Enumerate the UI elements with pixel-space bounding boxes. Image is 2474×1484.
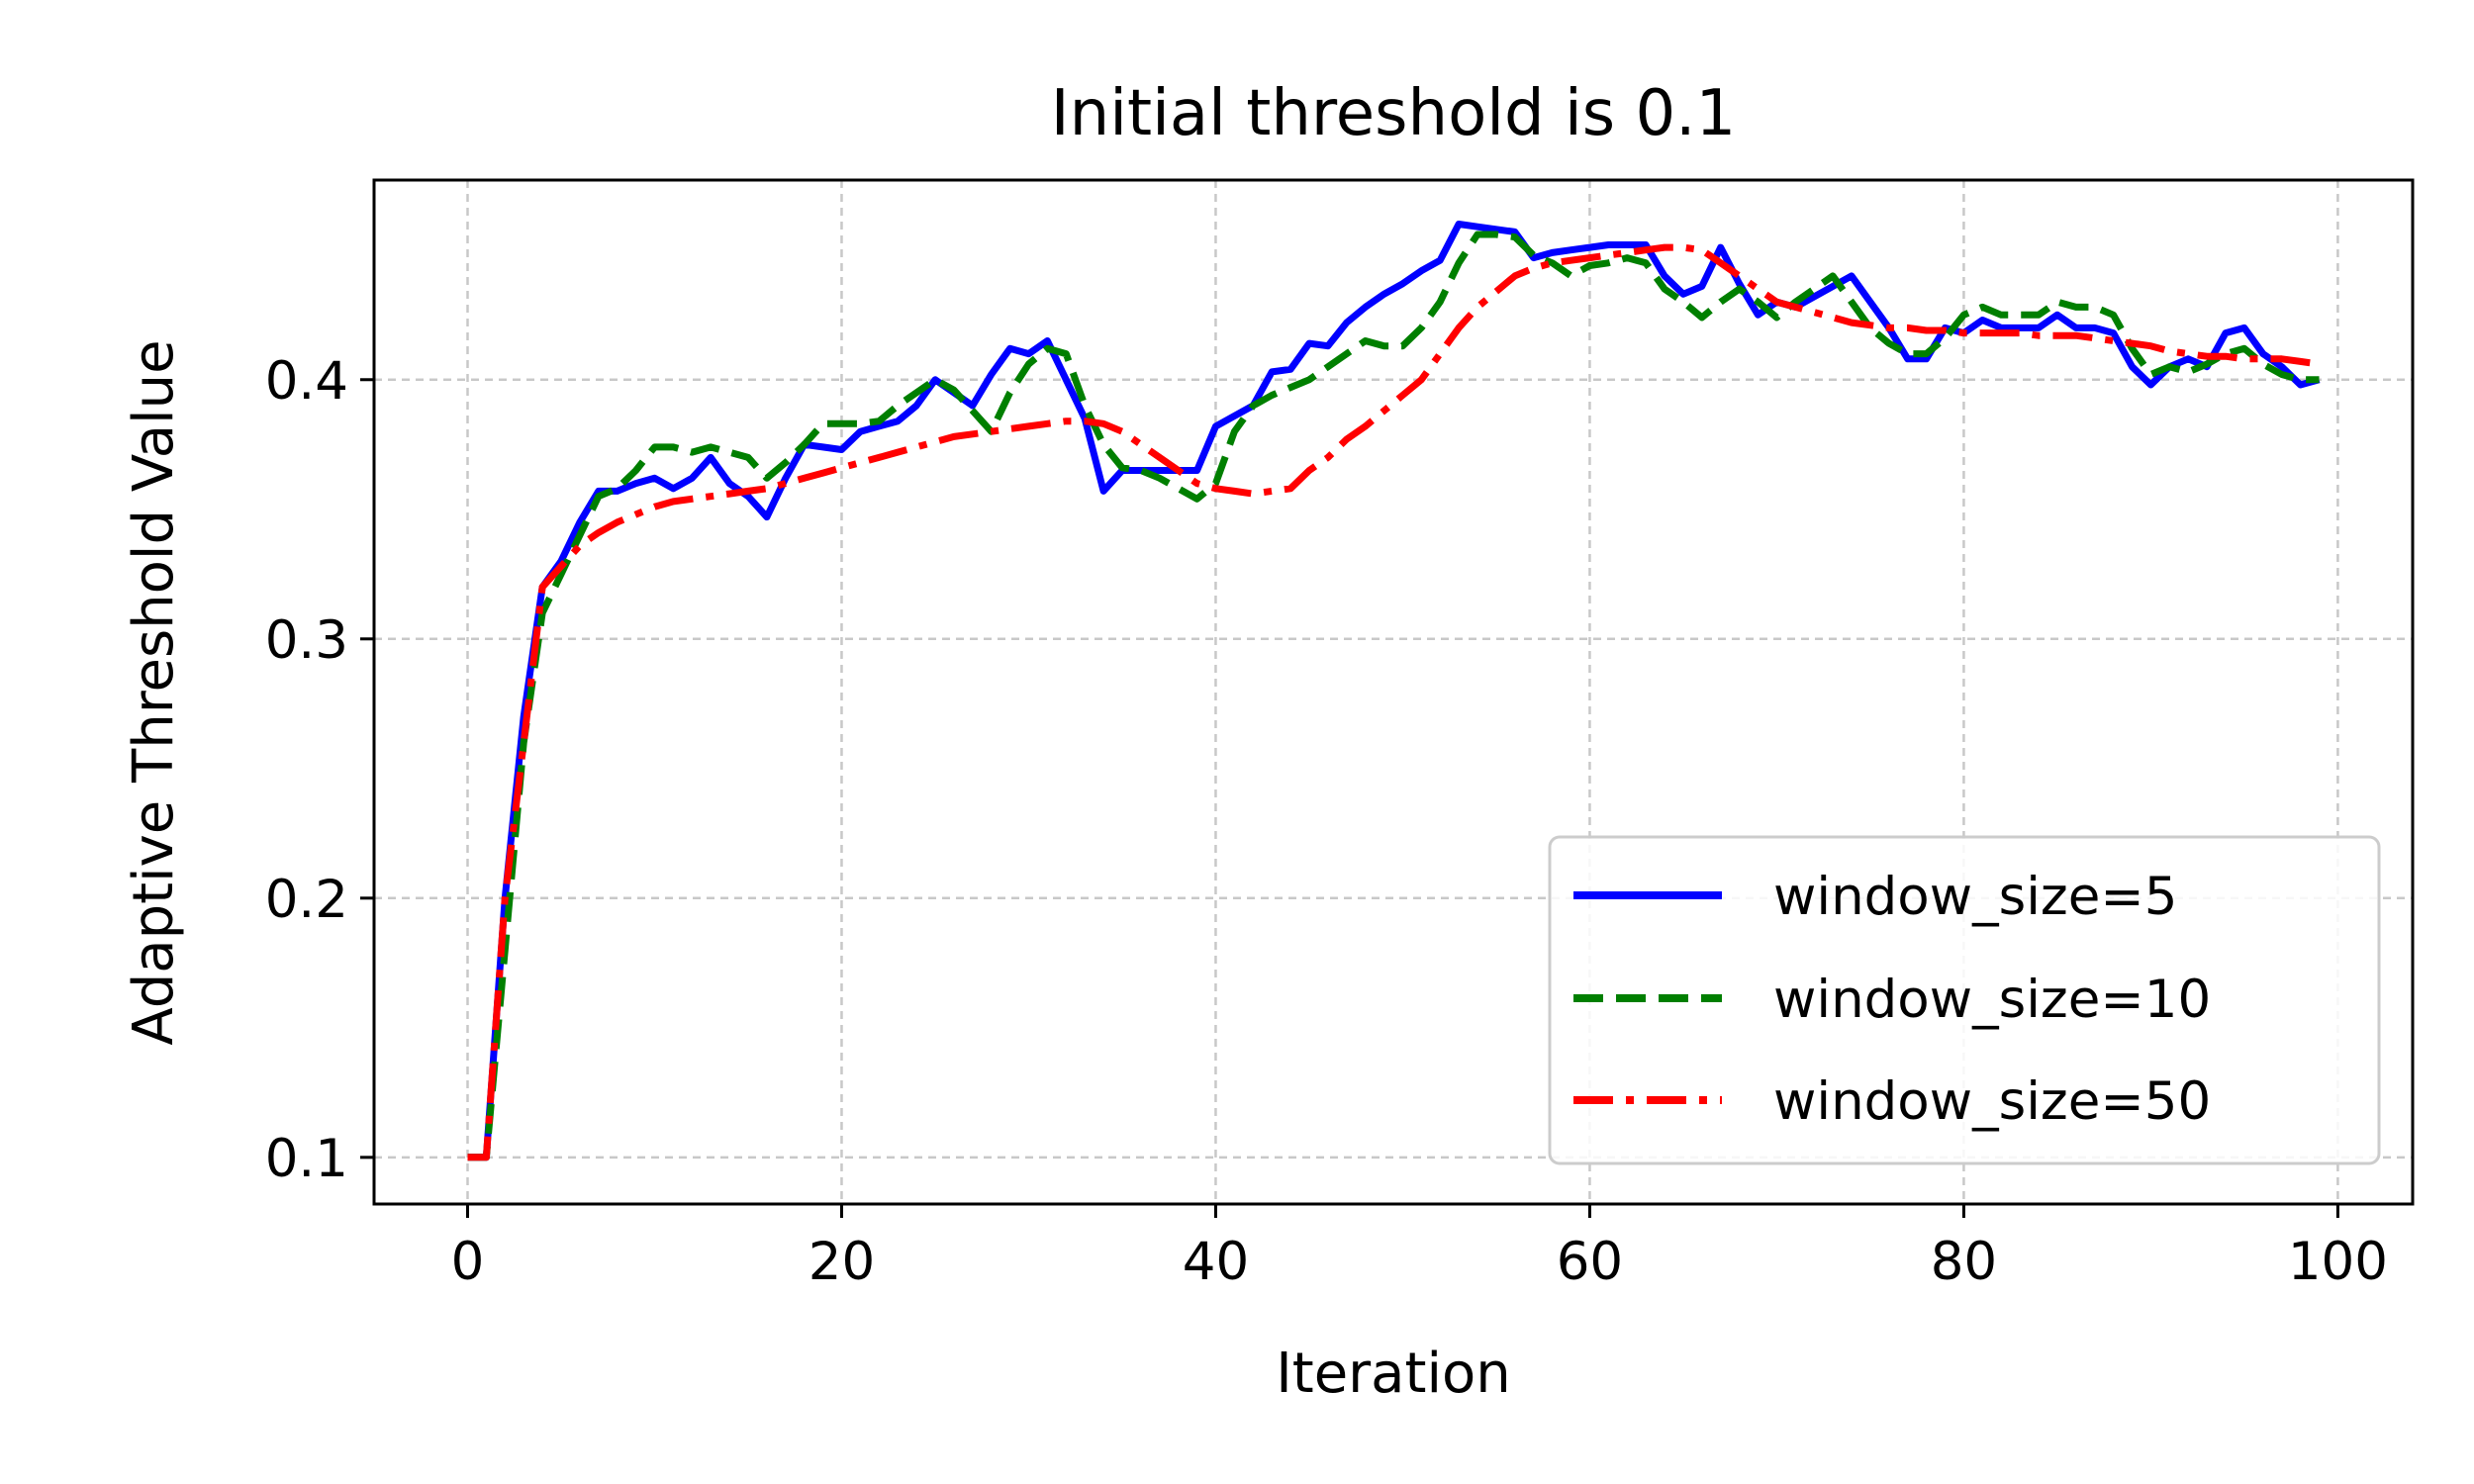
series-group [467,221,2321,1161]
series-line-window-size-10 [467,231,2320,1161]
chart-title: Initial threshold is 0.1 [1051,77,1736,150]
x-tick-label: 80 [1931,1232,1997,1292]
x-tick-label: 20 [809,1232,875,1292]
series-line-window-size-5 [467,221,2321,1161]
legend-label-window-size-50: window_size=50 [1773,1071,2211,1132]
y-tick-label: 0.1 [265,1129,348,1189]
x-axis-label: Iteration [1276,1342,1511,1406]
legend: window_size=5 window_size=10 window_size… [1548,835,2381,1165]
x-tick-label: 0 [451,1232,485,1292]
legend-box [1548,835,2381,1165]
x-tick-label: 100 [2288,1232,2388,1292]
series-line-window-size-50 [467,243,2320,1161]
legend-label-window-size-5: window_size=5 [1773,867,2177,927]
legend-label-window-size-10: window_size=10 [1773,970,2211,1030]
grid [374,180,2413,1204]
plot-frame [372,178,2415,1206]
x-tick-label: 60 [1557,1232,1623,1292]
x-tick-label: 40 [1183,1232,1249,1292]
y-axis-label: Adaptive Threshold Value [122,339,186,1045]
y-tick-label: 0.3 [265,610,348,671]
ticks: 0 20 40 60 80 100 0.1 0.2 0.3 0.4 [265,351,2388,1292]
y-tick-label: 0.4 [265,351,348,412]
y-tick-label: 0.2 [265,870,348,930]
